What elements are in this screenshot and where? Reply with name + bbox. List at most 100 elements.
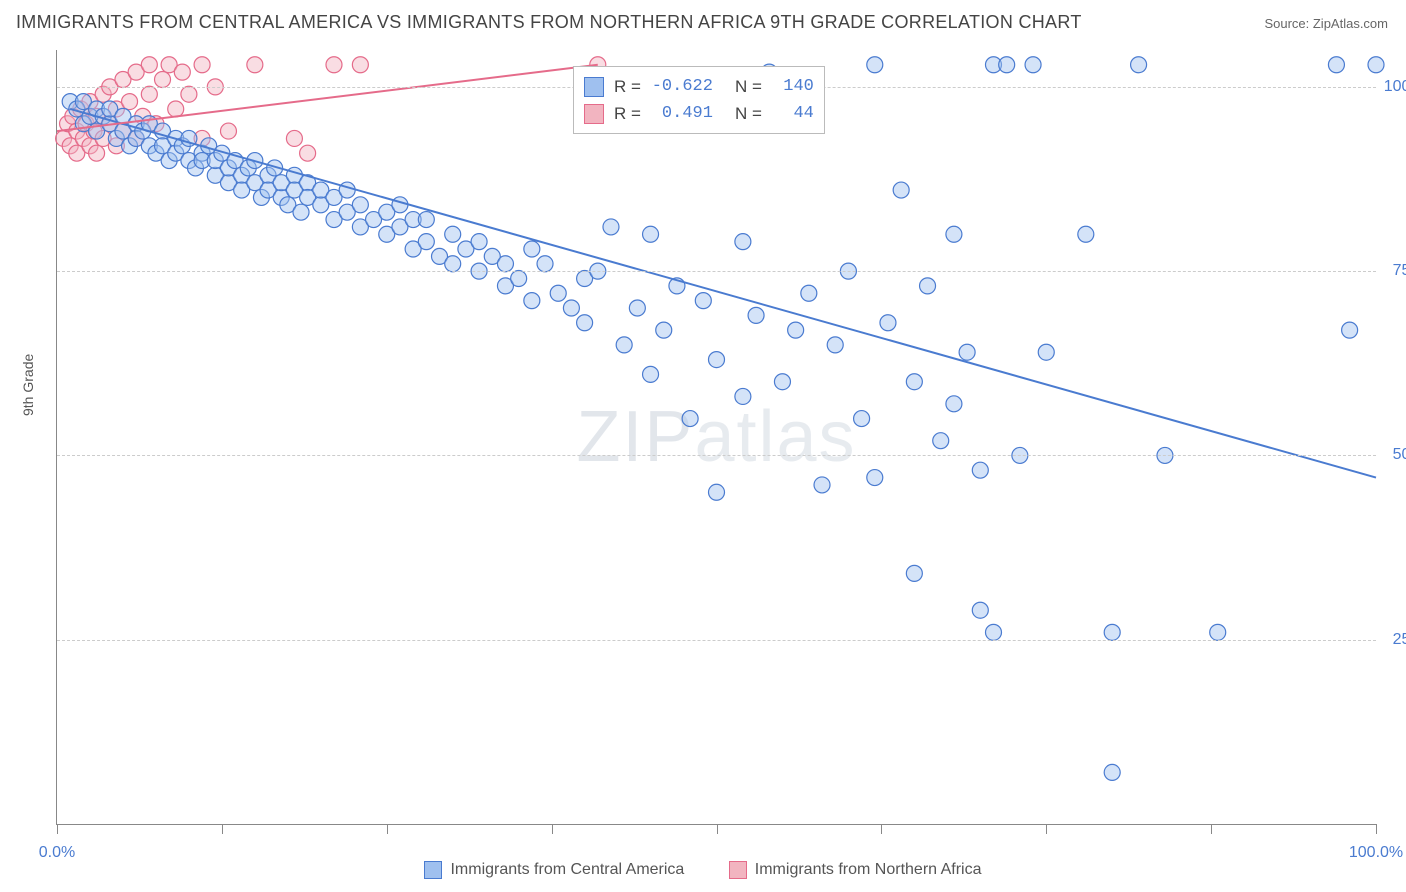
data-point [497, 256, 513, 272]
data-point [629, 300, 645, 316]
r-label: R = [614, 100, 641, 127]
data-point [933, 433, 949, 449]
source-attribution: Source: ZipAtlas.com [1264, 16, 1388, 31]
n-value: 140 [772, 73, 814, 100]
data-point [122, 94, 138, 110]
data-point [946, 396, 962, 412]
plot-svg [57, 50, 1376, 824]
xtick [881, 824, 882, 834]
legend-label-nafrica: Immigrants from Northern Africa [755, 861, 982, 879]
data-point [524, 293, 540, 309]
legend-label-central: Immigrants from Central America [450, 861, 684, 879]
source-value: ZipAtlas.com [1313, 16, 1388, 31]
data-point [735, 234, 751, 250]
data-point [1078, 226, 1094, 242]
gridline-h [57, 455, 1376, 456]
data-point [1368, 57, 1384, 73]
correlation-legend-box: R =-0.622N =140R =0.491N =44 [573, 66, 825, 134]
data-point [141, 57, 157, 73]
xtick [1046, 824, 1047, 834]
data-point [1210, 624, 1226, 640]
data-point [893, 182, 909, 198]
data-point [643, 226, 659, 242]
data-point [392, 197, 408, 213]
data-point [880, 315, 896, 331]
ytick-label: 100.0% [1384, 78, 1406, 96]
data-point [774, 374, 790, 390]
data-point [286, 130, 302, 146]
xtick [717, 824, 718, 834]
data-point [946, 226, 962, 242]
data-point [339, 182, 355, 198]
xtick-label: 100.0% [1349, 844, 1403, 862]
data-point [418, 212, 434, 228]
data-point [906, 374, 922, 390]
data-point [643, 366, 659, 382]
data-point [1131, 57, 1147, 73]
chart-title: IMMIGRANTS FROM CENTRAL AMERICA VS IMMIG… [16, 12, 1082, 33]
gridline-h [57, 640, 1376, 641]
xtick [552, 824, 553, 834]
chart-plot-area: ZIPatlas 25.0%50.0%75.0%100.0%0.0%100.0%… [56, 50, 1376, 825]
y-axis-label: 9th Grade [20, 354, 36, 416]
data-point [814, 477, 830, 493]
data-point [563, 300, 579, 316]
bottom-legend: Immigrants from Central America Immigran… [0, 861, 1406, 884]
data-point [867, 57, 883, 73]
xtick [222, 824, 223, 834]
correlation-legend-row: R =0.491N =44 [584, 100, 814, 127]
gridline-h [57, 271, 1376, 272]
n-label: N = [735, 100, 762, 127]
source-label: Source: [1264, 16, 1312, 31]
data-point [709, 484, 725, 500]
data-point [89, 145, 105, 161]
data-point [748, 307, 764, 323]
legend-swatch-icon [584, 77, 604, 97]
data-point [174, 64, 190, 80]
data-point [293, 204, 309, 220]
xtick [387, 824, 388, 834]
data-point [1104, 624, 1120, 640]
data-point [181, 86, 197, 102]
xtick [1211, 824, 1212, 834]
data-point [155, 71, 171, 87]
xtick-label: 0.0% [39, 844, 75, 862]
data-point [300, 145, 316, 161]
legend-swatch-icon [584, 104, 604, 124]
trend-line [70, 109, 1376, 478]
data-point [1342, 322, 1358, 338]
data-point [220, 123, 236, 139]
r-value: -0.622 [651, 73, 713, 100]
ytick-label: 25.0% [1393, 631, 1406, 649]
legend-swatch-nafrica [729, 861, 747, 879]
data-point [985, 624, 1001, 640]
data-point [326, 57, 342, 73]
ytick-label: 75.0% [1393, 262, 1406, 280]
data-point [906, 565, 922, 581]
data-point [537, 256, 553, 272]
correlation-legend-row: R = -0.622 N = 140 [584, 73, 814, 100]
data-point [524, 241, 540, 257]
data-point [827, 337, 843, 353]
data-point [1038, 344, 1054, 360]
data-point [168, 101, 184, 117]
n-label: N = [735, 73, 762, 100]
data-point [511, 271, 527, 287]
data-point [141, 86, 157, 102]
data-point [972, 462, 988, 478]
ytick-label: 50.0% [1393, 446, 1406, 464]
data-point [603, 219, 619, 235]
data-point [550, 285, 566, 301]
data-point [972, 602, 988, 618]
data-point [735, 388, 751, 404]
data-point [854, 411, 870, 427]
legend-swatch-central [424, 861, 442, 879]
r-label: R = [614, 73, 641, 100]
data-point [801, 285, 817, 301]
data-point [577, 315, 593, 331]
data-point [418, 234, 434, 250]
n-value: 44 [772, 100, 814, 127]
data-point [194, 57, 210, 73]
data-point [352, 57, 368, 73]
data-point [247, 57, 263, 73]
